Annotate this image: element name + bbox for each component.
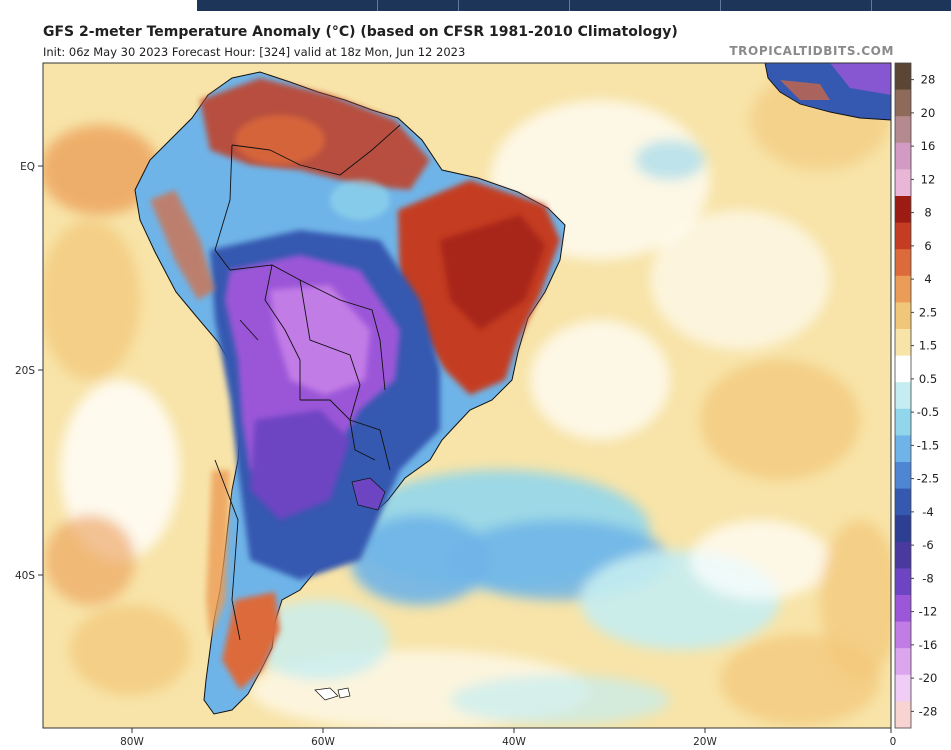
colorbar-swatch xyxy=(895,142,911,170)
colorbar-swatch xyxy=(895,382,911,410)
colorbar-swatch xyxy=(895,63,911,91)
colorbar-label: 2.5 xyxy=(919,305,937,319)
colorbar-swatch xyxy=(895,196,911,224)
colorbar-swatches xyxy=(895,63,911,729)
island-uruguay-coast xyxy=(351,477,386,511)
colorbar-label: 16 xyxy=(921,139,936,153)
colorbar-swatch xyxy=(895,488,911,516)
colorbar-swatch xyxy=(895,329,911,357)
longitude-axis: 80W 60W 40W 20W 0 xyxy=(120,728,896,748)
colorbar-label: 0.5 xyxy=(919,372,937,386)
colorbar-swatch xyxy=(895,408,911,436)
country-borders xyxy=(214,124,401,641)
colorbar-swatch xyxy=(895,89,911,117)
map-title: GFS 2-meter Temperature Anomaly (°C) (ba… xyxy=(43,24,678,40)
lat-label-20s: 20S xyxy=(15,365,35,377)
colorbar-label: 8 xyxy=(924,206,931,220)
colorbar-swatch xyxy=(895,595,911,623)
colorbar-swatch xyxy=(895,515,911,543)
latitude-axis: EQ 20S 40S xyxy=(15,161,43,582)
colorbar-label: -6 xyxy=(922,538,933,552)
lon-label-0: 0 xyxy=(890,736,897,748)
colorbar-label: 20 xyxy=(921,106,936,120)
colorbar-label: -0.5 xyxy=(917,405,939,419)
colorbar-labels: 28 20 16 12 8 6 4 2.5 1.5 0.5 -0.5 -1.5 -2.5 -4 -6 -8 -1… xyxy=(911,73,939,718)
ocean-anomaly-fields xyxy=(43,70,891,728)
colorbar-swatch xyxy=(895,621,911,649)
lon-label-80w: 80W xyxy=(120,736,144,748)
colorbar-swatch xyxy=(895,249,911,277)
plot-frame xyxy=(42,62,892,729)
colorbar-label: -1.5 xyxy=(917,438,939,452)
colorbar-legend: 28 20 16 12 8 6 4 2.5 1.5 0.5 -0.5 -1.5 -2.5 -4 -6 -8 -1… xyxy=(894,62,939,729)
lat-label-eq: EQ xyxy=(20,161,35,173)
colorbar-swatch xyxy=(895,275,911,303)
colorbar-label: -2.5 xyxy=(917,472,939,486)
colorbar-swatch xyxy=(895,568,911,596)
colorbar-swatch xyxy=(895,116,911,144)
colorbar-swatch xyxy=(895,169,911,197)
lon-label-40w: 40W xyxy=(502,736,526,748)
colorbar-label: -12 xyxy=(919,605,938,619)
colorbar-label: 12 xyxy=(921,172,936,186)
falkland-islands xyxy=(314,687,339,701)
lat-label-40s: 40S xyxy=(15,570,35,582)
watermark: TROPICALTIDBITS.COM xyxy=(729,44,894,58)
lon-label-60w: 60W xyxy=(311,736,335,748)
colorbar-swatch xyxy=(895,541,911,569)
browser-top-strip xyxy=(197,0,951,11)
colorbar-label: 28 xyxy=(921,73,936,87)
colorbar-label: 4 xyxy=(924,272,931,286)
colorbar-swatch xyxy=(895,462,911,490)
lon-label-20w: 20W xyxy=(693,736,717,748)
colorbar-swatch xyxy=(895,701,911,729)
colorbar-swatch xyxy=(895,302,911,330)
colorbar-label: 6 xyxy=(924,239,931,253)
colorbar-swatch xyxy=(895,222,911,250)
colorbar-swatch xyxy=(895,435,911,463)
colorbar-label: 1.5 xyxy=(919,339,937,353)
colorbar-label: -28 xyxy=(919,704,938,718)
colorbar-label: -16 xyxy=(919,638,938,652)
map-subtitle: Init: 06z May 30 2023 Forecast Hour: [32… xyxy=(43,45,466,59)
colorbar-swatch xyxy=(895,648,911,676)
colorbar-frame xyxy=(894,62,912,729)
colorbar-swatch xyxy=(895,674,911,702)
colorbar-label: -8 xyxy=(922,571,933,585)
map-plot-area xyxy=(43,63,891,728)
colorbar-swatch xyxy=(895,355,911,383)
colorbar-label: -20 xyxy=(919,671,938,685)
colorbar-label: -4 xyxy=(922,505,933,519)
